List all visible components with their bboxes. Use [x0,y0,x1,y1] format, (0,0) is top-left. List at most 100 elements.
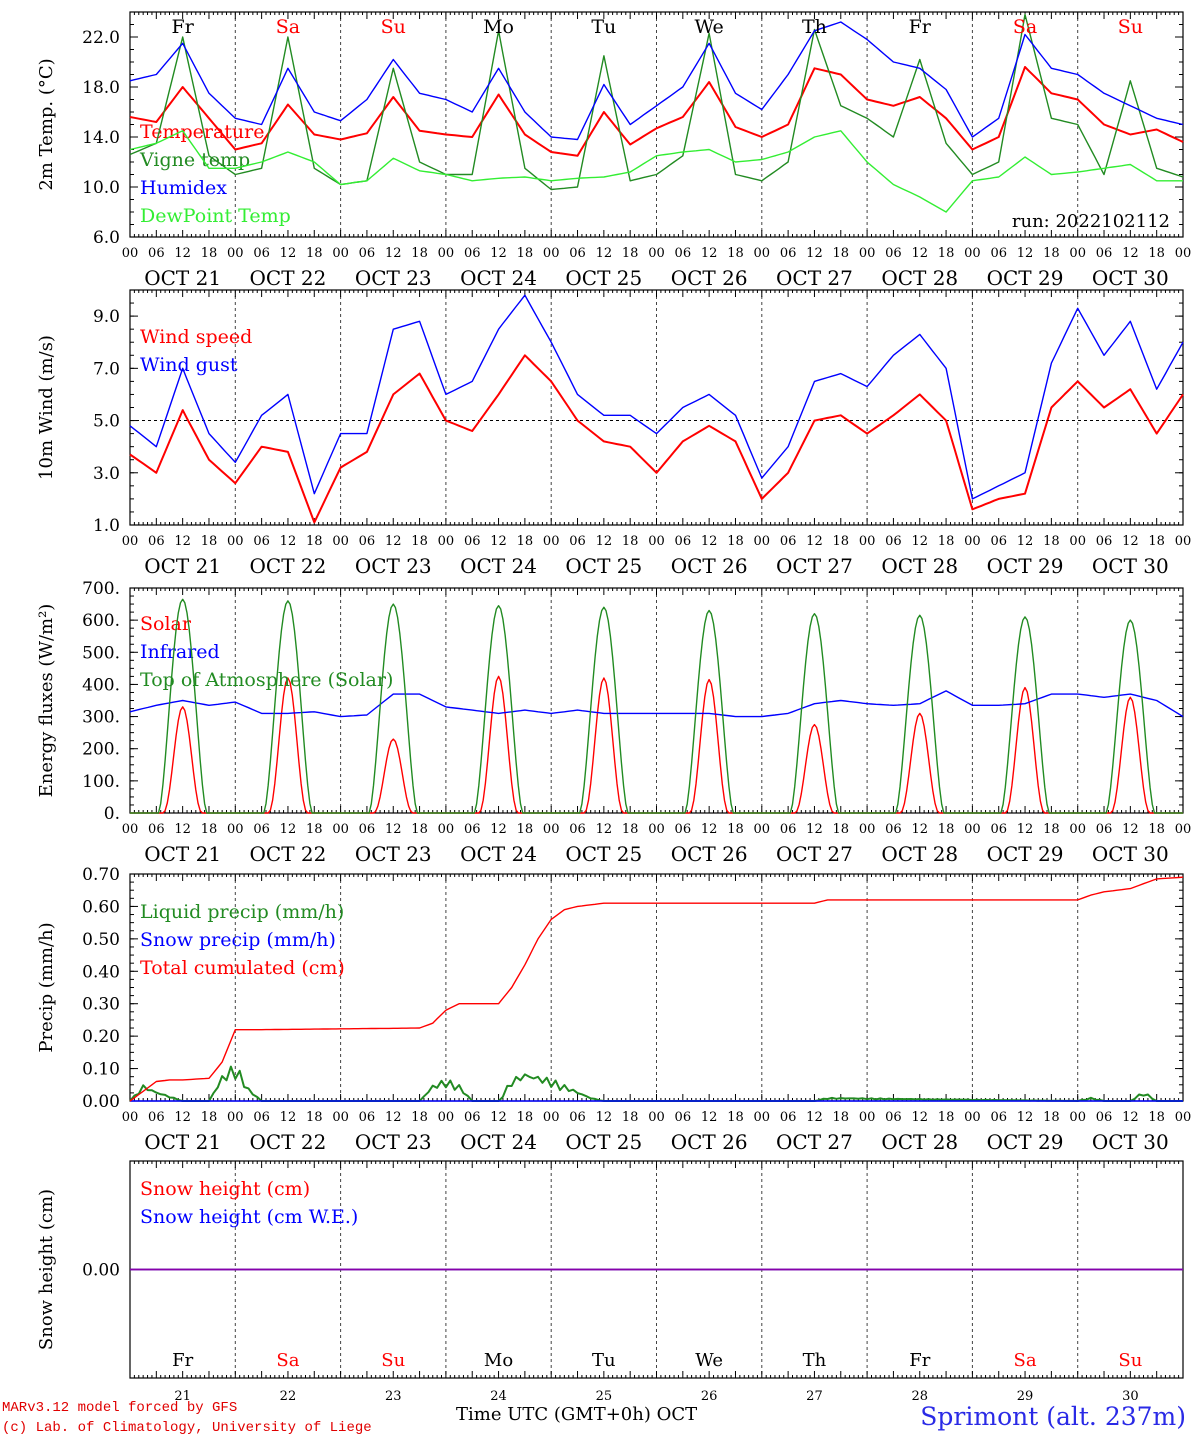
day-name-bottom: We [695,1350,723,1371]
hour-tick-label: 06 [253,246,270,261]
hour-tick-label: 00 [227,1110,244,1125]
hour-tick-label: 00 [543,1110,560,1125]
legend-entry: Humidex [140,177,227,199]
legend-entry: Snow height (cm) [140,1178,310,1200]
date-label: OCT 30 [1092,266,1169,290]
y-tick-label: 600. [82,611,120,631]
hour-tick-label: 18 [411,1110,428,1125]
hour-tick-label: 18 [517,246,534,261]
hour-tick-label: 00 [543,246,560,261]
date-label: OCT 21 [144,1130,221,1154]
day-name-top: Mo [483,16,514,38]
day-name-bottom: Th [803,1350,827,1371]
y-tick-label: 0.40 [82,962,120,982]
hour-tick-label: 00 [1175,1110,1192,1125]
hour-tick-label: 18 [306,246,323,261]
legend-entry: Infrared [140,641,220,663]
hour-tick-label: 00 [332,534,349,549]
date-label: OCT 26 [671,266,748,290]
y-tick-label: 6.0 [93,228,120,248]
hour-tick-label: 00 [859,822,876,837]
day-name-bottom: Tu [592,1350,616,1371]
day-number: 23 [385,1389,402,1404]
hour-tick-label: 18 [833,822,850,837]
date-label: OCT 25 [565,266,642,290]
date-label: OCT 26 [671,842,748,866]
day-name-top: Tu [591,16,616,38]
hour-tick-label: 06 [990,534,1007,549]
day-name-bottom: Sa [276,1350,299,1371]
hour-tick-label: 00 [648,534,665,549]
date-label: OCT 30 [1092,1130,1169,1154]
hour-tick-label: 00 [648,1110,665,1125]
hour-tick-label: 18 [517,1110,534,1125]
hour-tick-label: 06 [253,1110,270,1125]
hour-tick-label: 12 [490,1110,507,1125]
date-label: OCT 22 [250,1130,327,1154]
series-line [129,876,1184,1102]
hour-tick-label: 06 [885,534,902,549]
hour-tick-label: 12 [385,1110,402,1125]
hour-tick-label: 18 [727,1110,744,1125]
model-credit: MARv3.12 model forced by GFS [2,1400,238,1416]
y-tick-label: 0.20 [82,1027,120,1047]
hour-tick-label: 12 [911,1110,928,1125]
hour-tick-label: 00 [754,534,771,549]
hour-tick-label: 00 [1069,1110,1086,1125]
hour-tick-label: 12 [280,246,297,261]
hour-tick-label: 06 [148,1110,165,1125]
x-axis-title-text: Time UTC (GMT+0h) [456,1404,651,1425]
hour-tick-label: 18 [411,534,428,549]
y-tick-label: 700. [82,579,120,599]
date-label: OCT 29 [987,842,1064,866]
day-number: 21 [174,1389,191,1404]
y-tick-label: 100. [82,772,120,792]
date-label: OCT 22 [250,554,327,578]
hour-tick-label: 00 [438,822,455,837]
y-tick-label: 0.00 [82,1092,120,1112]
hour-tick-label: 06 [675,822,692,837]
legend-entry: Liquid precip (mm/h) [140,901,344,923]
day-name-bottom: Su [381,1350,405,1371]
hour-tick-label: 06 [148,246,165,261]
hour-tick-label: 06 [675,1110,692,1125]
hour-tick-label: 12 [174,534,191,549]
day-name-top: Th [802,16,827,38]
hour-tick-label: 18 [411,246,428,261]
hour-tick-label: 00 [964,534,981,549]
date-label: OCT 24 [460,266,537,290]
hour-tick-label: 06 [675,246,692,261]
hour-tick-label: 12 [806,534,823,549]
y-tick-label: 5.0 [93,412,120,432]
hour-tick-label: 00 [648,822,665,837]
hour-tick-label: 06 [990,246,1007,261]
hour-tick-label: 18 [411,822,428,837]
date-label: OCT 28 [881,1130,958,1154]
hour-tick-label: 06 [253,822,270,837]
series-line [129,130,1183,213]
hour-tick-label: 00 [543,822,560,837]
hour-tick-label: 00 [438,246,455,261]
day-name-top: Sa [276,16,300,38]
hour-tick-label: 12 [596,1110,613,1125]
hour-tick-label: 00 [754,1110,771,1125]
hour-tick-label: 00 [332,822,349,837]
date-label: OCT 30 [1092,554,1169,578]
day-number: 29 [1017,1389,1034,1404]
hour-tick-label: 12 [806,822,823,837]
date-label: OCT 21 [144,554,221,578]
hour-tick-label: 12 [1122,246,1139,261]
hour-tick-label: 06 [780,822,797,837]
day-name-bottom: Sa [1014,1350,1037,1371]
legend-entry: Wind speed [140,326,252,348]
hour-tick-label: 12 [280,822,297,837]
y-tick-label: 0.00 [82,1261,120,1281]
hour-tick-label: 06 [1096,534,1113,549]
hour-tick-label: 18 [833,534,850,549]
hour-tick-label: 12 [806,246,823,261]
hour-tick-label: 18 [517,822,534,837]
hour-tick-label: 18 [306,822,323,837]
hour-tick-label: 06 [359,534,376,549]
date-label: OCT 23 [355,266,432,290]
legend-entry: Wind gust [140,354,238,376]
